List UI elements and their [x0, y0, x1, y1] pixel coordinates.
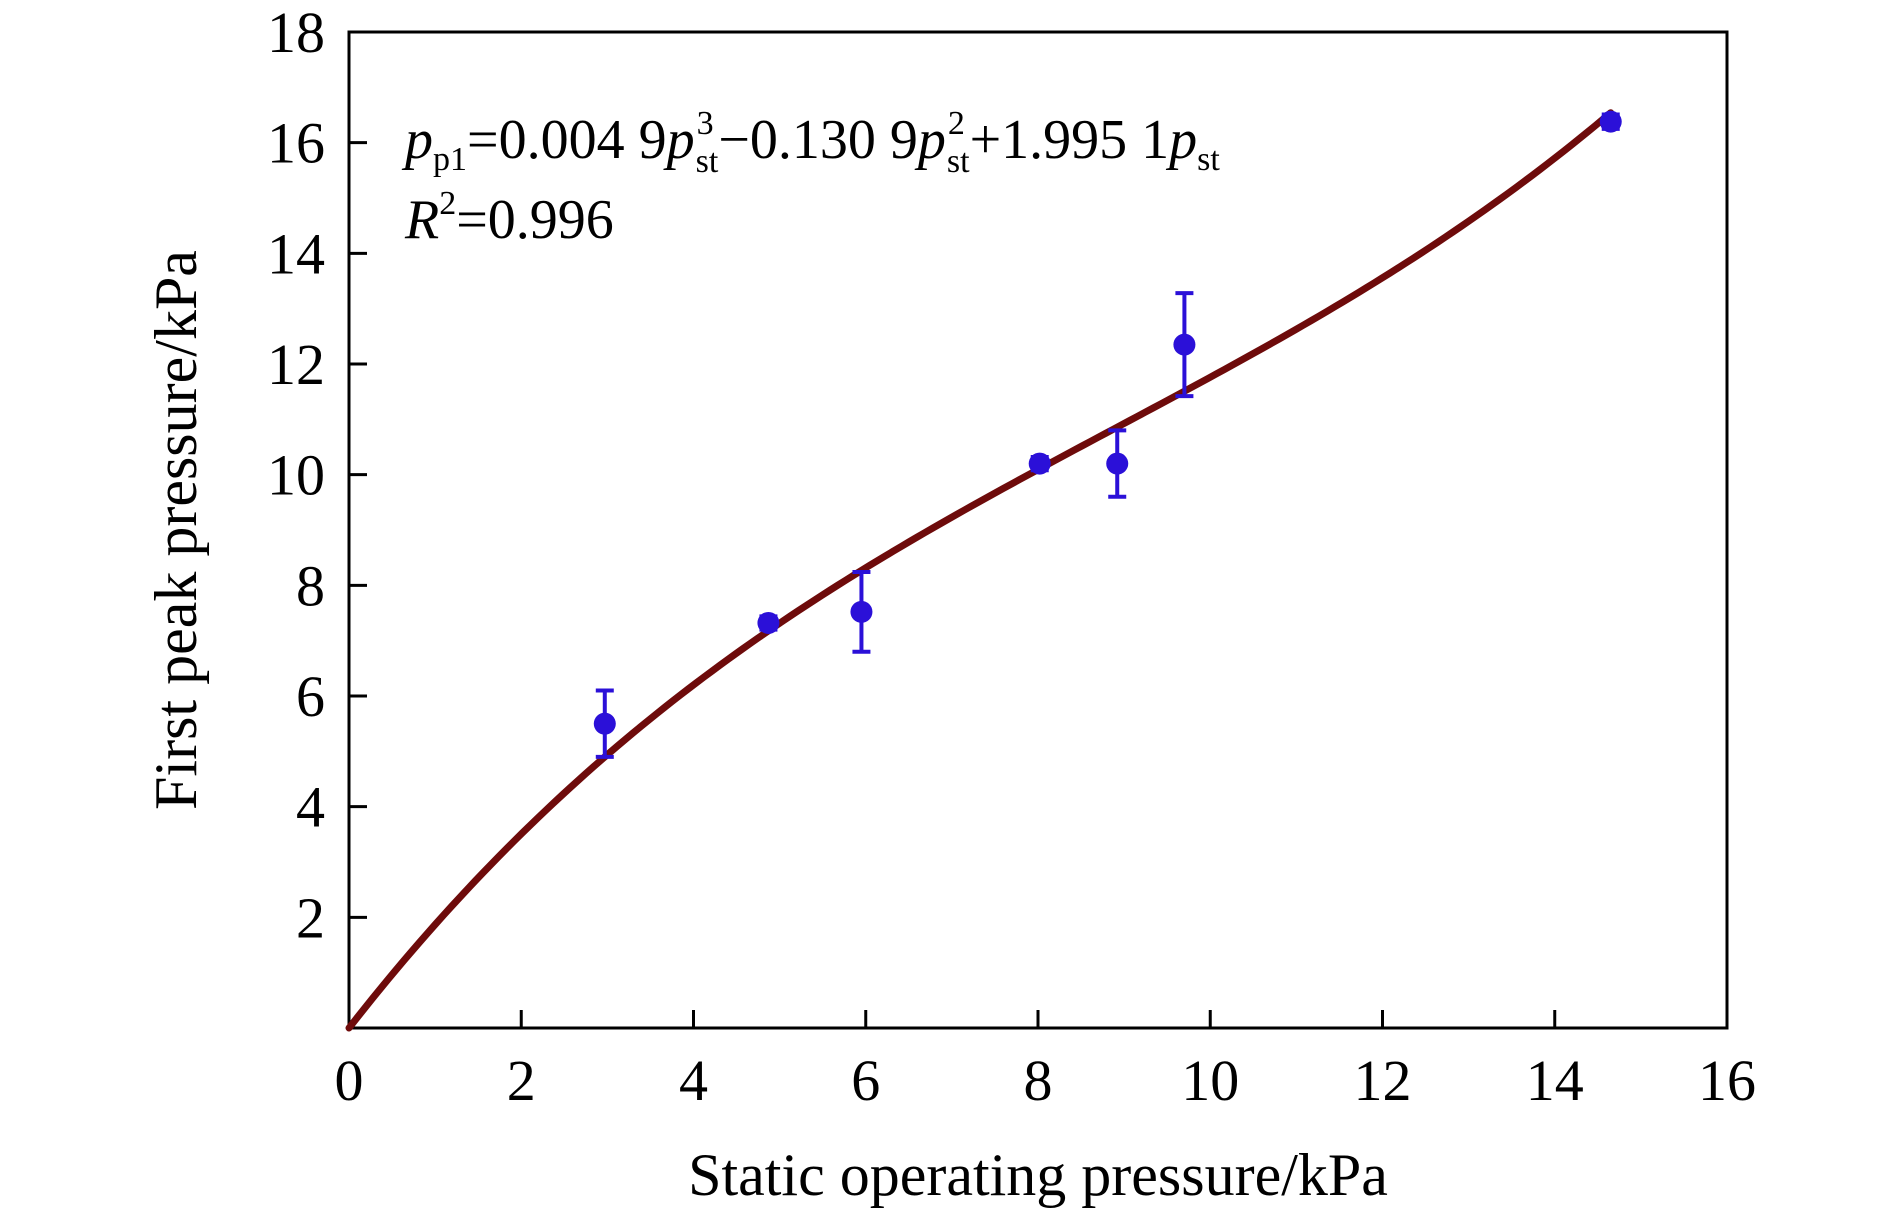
data-point	[1028, 452, 1051, 475]
point-marker	[593, 712, 616, 735]
y-tick-label: 16	[267, 111, 325, 176]
y-tick-label: 18	[267, 0, 325, 65]
point-marker	[1599, 110, 1622, 133]
x-tick-label: 12	[1354, 1048, 1412, 1113]
fit-curve	[345, 109, 1615, 1032]
data-point	[850, 570, 873, 654]
y-tick-label: 2	[296, 885, 325, 950]
y-tick-label: 6	[296, 664, 325, 729]
point-marker	[1173, 333, 1196, 356]
y-tick-label: 14	[267, 221, 325, 286]
y-axis: 2 4 6 8 10 12 14 16 18	[267, 0, 367, 950]
y-axis-label: First peak pressure/kPa	[143, 250, 209, 810]
point-marker	[757, 611, 780, 634]
x-tick-label: 0	[335, 1048, 364, 1113]
x-tick-label: 4	[679, 1048, 708, 1113]
x-tick-label: 16	[1698, 1048, 1756, 1113]
data-point	[593, 688, 616, 759]
y-tick-label: 12	[267, 332, 325, 397]
data-point	[757, 611, 780, 634]
x-axis-label: Static operating pressure/kPa	[688, 1142, 1388, 1208]
point-marker	[850, 600, 873, 623]
fit-equation: pp1=0.004 9p3 st−0.130 9p2 st+1.995 1pst	[401, 105, 1220, 180]
y-tick-label: 10	[267, 443, 325, 508]
data-point	[1106, 428, 1129, 499]
point-marker	[1028, 452, 1051, 475]
x-tick-label: 6	[851, 1048, 880, 1113]
data-point	[1599, 110, 1622, 133]
x-tick-label: 10	[1181, 1048, 1239, 1113]
x-tick-label: 2	[507, 1048, 536, 1113]
y-tick-label: 8	[296, 553, 325, 618]
y-tick-label: 4	[296, 775, 325, 840]
point-marker	[1106, 452, 1129, 475]
x-tick-label: 14	[1526, 1048, 1584, 1113]
x-tick-label: 8	[1024, 1048, 1053, 1113]
r-squared-label: R2=0.996	[404, 185, 614, 251]
x-axis: 0 2 4 6 8 10 12 14 16	[335, 1010, 1756, 1113]
data-points	[593, 110, 1622, 759]
data-point	[1173, 291, 1196, 399]
